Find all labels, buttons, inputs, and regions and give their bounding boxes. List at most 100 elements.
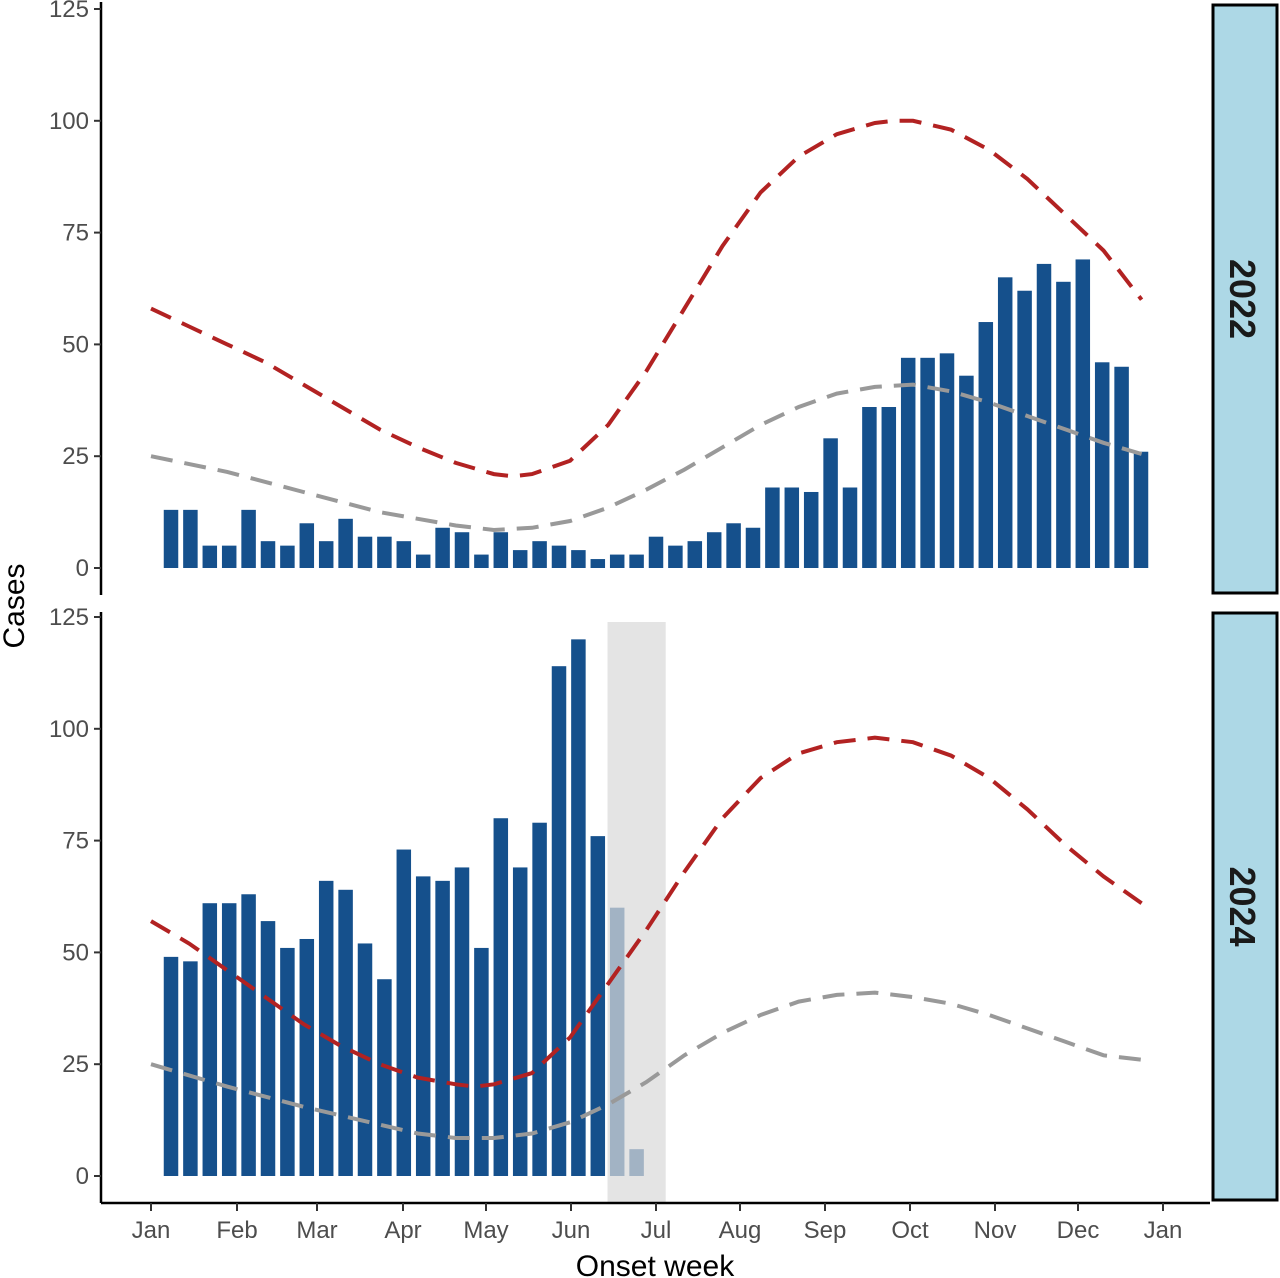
bar bbox=[1075, 259, 1091, 568]
x-tick-label: Mar bbox=[296, 1217, 337, 1244]
bar bbox=[571, 550, 586, 568]
bar bbox=[590, 836, 606, 1176]
x-tick-label: Feb bbox=[216, 1217, 257, 1244]
y-tick-label: 25 bbox=[62, 1051, 89, 1078]
bar bbox=[260, 921, 276, 1176]
bar bbox=[474, 554, 489, 568]
bar bbox=[1133, 451, 1149, 568]
bar bbox=[765, 487, 780, 568]
bar bbox=[163, 509, 179, 568]
bar bbox=[318, 541, 334, 568]
bar bbox=[551, 666, 567, 1176]
x-axis: Jan Feb Mar Apr May Jun Jul Aug Sep Oct Nov Dec Jan bbox=[101, 1201, 1210, 1244]
bar bbox=[435, 880, 450, 1176]
bar bbox=[183, 509, 198, 568]
bar bbox=[648, 536, 664, 568]
bar bbox=[338, 889, 353, 1176]
facet-strip bbox=[1211, 3, 1279, 595]
bar bbox=[862, 407, 877, 568]
bar bbox=[260, 541, 276, 568]
x-tick-label: Jan bbox=[132, 1217, 171, 1244]
bar bbox=[202, 903, 218, 1176]
y-tick-label: 75 bbox=[62, 828, 89, 855]
bar bbox=[299, 938, 315, 1176]
x-tick-label: Jun bbox=[552, 1217, 591, 1244]
facet-strip bbox=[1211, 611, 1279, 1202]
bar bbox=[415, 876, 431, 1176]
y-tick-label: 50 bbox=[62, 331, 89, 358]
bar bbox=[280, 947, 295, 1176]
bar bbox=[532, 822, 547, 1176]
bar bbox=[338, 518, 353, 568]
facet-strip-label: 2024 bbox=[1222, 866, 1263, 946]
y-tick-label: 125 bbox=[49, 604, 89, 631]
bar bbox=[803, 491, 819, 568]
bar bbox=[706, 532, 722, 568]
bar bbox=[823, 438, 838, 568]
panel-2022: 0 25 50 75 100 125 2022 bbox=[49, 0, 1279, 595]
x-tick-label: Oct bbox=[891, 1217, 929, 1244]
bar bbox=[241, 894, 256, 1176]
bar bbox=[299, 523, 315, 568]
bar bbox=[784, 487, 800, 568]
bar bbox=[474, 947, 489, 1176]
y-axis-title: Cases bbox=[0, 563, 31, 648]
bar bbox=[609, 554, 625, 568]
x-axis-title: Onset week bbox=[576, 1250, 735, 1278]
panels-layer: 0 25 50 75 100 125 2022 0 25 50 75 100 125 2024 bbox=[49, 0, 1279, 1203]
x-tick-label: Apr bbox=[384, 1217, 421, 1244]
y-tick-label: 100 bbox=[49, 108, 89, 135]
bar bbox=[163, 956, 179, 1176]
bar bbox=[396, 849, 412, 1176]
bar bbox=[435, 527, 450, 568]
bar bbox=[357, 536, 373, 568]
bar bbox=[959, 375, 974, 568]
bar bbox=[590, 559, 606, 568]
bar bbox=[920, 357, 935, 568]
bar bbox=[668, 545, 683, 568]
bar bbox=[900, 357, 916, 568]
baseline-line bbox=[150, 382, 1143, 533]
bar bbox=[493, 532, 509, 568]
y-tick-label: 0 bbox=[76, 555, 89, 582]
bar bbox=[377, 536, 392, 568]
bar bbox=[978, 322, 994, 568]
x-tick-label: Aug bbox=[719, 1217, 762, 1244]
y-tick-label: 75 bbox=[62, 220, 89, 247]
x-tick-label: Sep bbox=[804, 1217, 847, 1244]
bar bbox=[745, 527, 761, 568]
x-tick-label: Dec bbox=[1057, 1217, 1100, 1244]
bar bbox=[1017, 290, 1032, 568]
bar bbox=[512, 867, 528, 1176]
y-tick-label: 50 bbox=[62, 939, 89, 966]
baseline-line bbox=[150, 990, 1142, 1140]
bar bbox=[532, 541, 547, 568]
bar bbox=[1036, 263, 1052, 568]
bar bbox=[571, 639, 586, 1176]
panel-2024: 0 25 50 75 100 125 2024 bbox=[49, 604, 1279, 1203]
bar bbox=[221, 545, 237, 568]
bar bbox=[842, 487, 858, 568]
bar bbox=[280, 545, 295, 568]
bar bbox=[997, 277, 1013, 568]
x-tick-label: Jan bbox=[1144, 1217, 1183, 1244]
x-tick-label: Jul bbox=[641, 1217, 672, 1244]
x-tick-label: May bbox=[463, 1217, 508, 1244]
bar bbox=[241, 509, 256, 568]
bar bbox=[881, 407, 897, 568]
bar bbox=[629, 554, 644, 568]
bar bbox=[202, 545, 218, 568]
y-tick-label: 0 bbox=[76, 1163, 89, 1190]
bar bbox=[396, 541, 412, 568]
bar bbox=[318, 880, 334, 1176]
upper-threshold-line bbox=[149, 735, 1143, 1089]
upper-threshold-line bbox=[150, 118, 1144, 479]
bar bbox=[1114, 366, 1129, 568]
bar bbox=[687, 541, 703, 568]
y-tick-label: 125 bbox=[49, 0, 89, 23]
bar bbox=[1056, 281, 1071, 568]
bar bbox=[512, 550, 528, 568]
bar bbox=[454, 532, 470, 568]
y-tick-label: 100 bbox=[49, 716, 89, 743]
